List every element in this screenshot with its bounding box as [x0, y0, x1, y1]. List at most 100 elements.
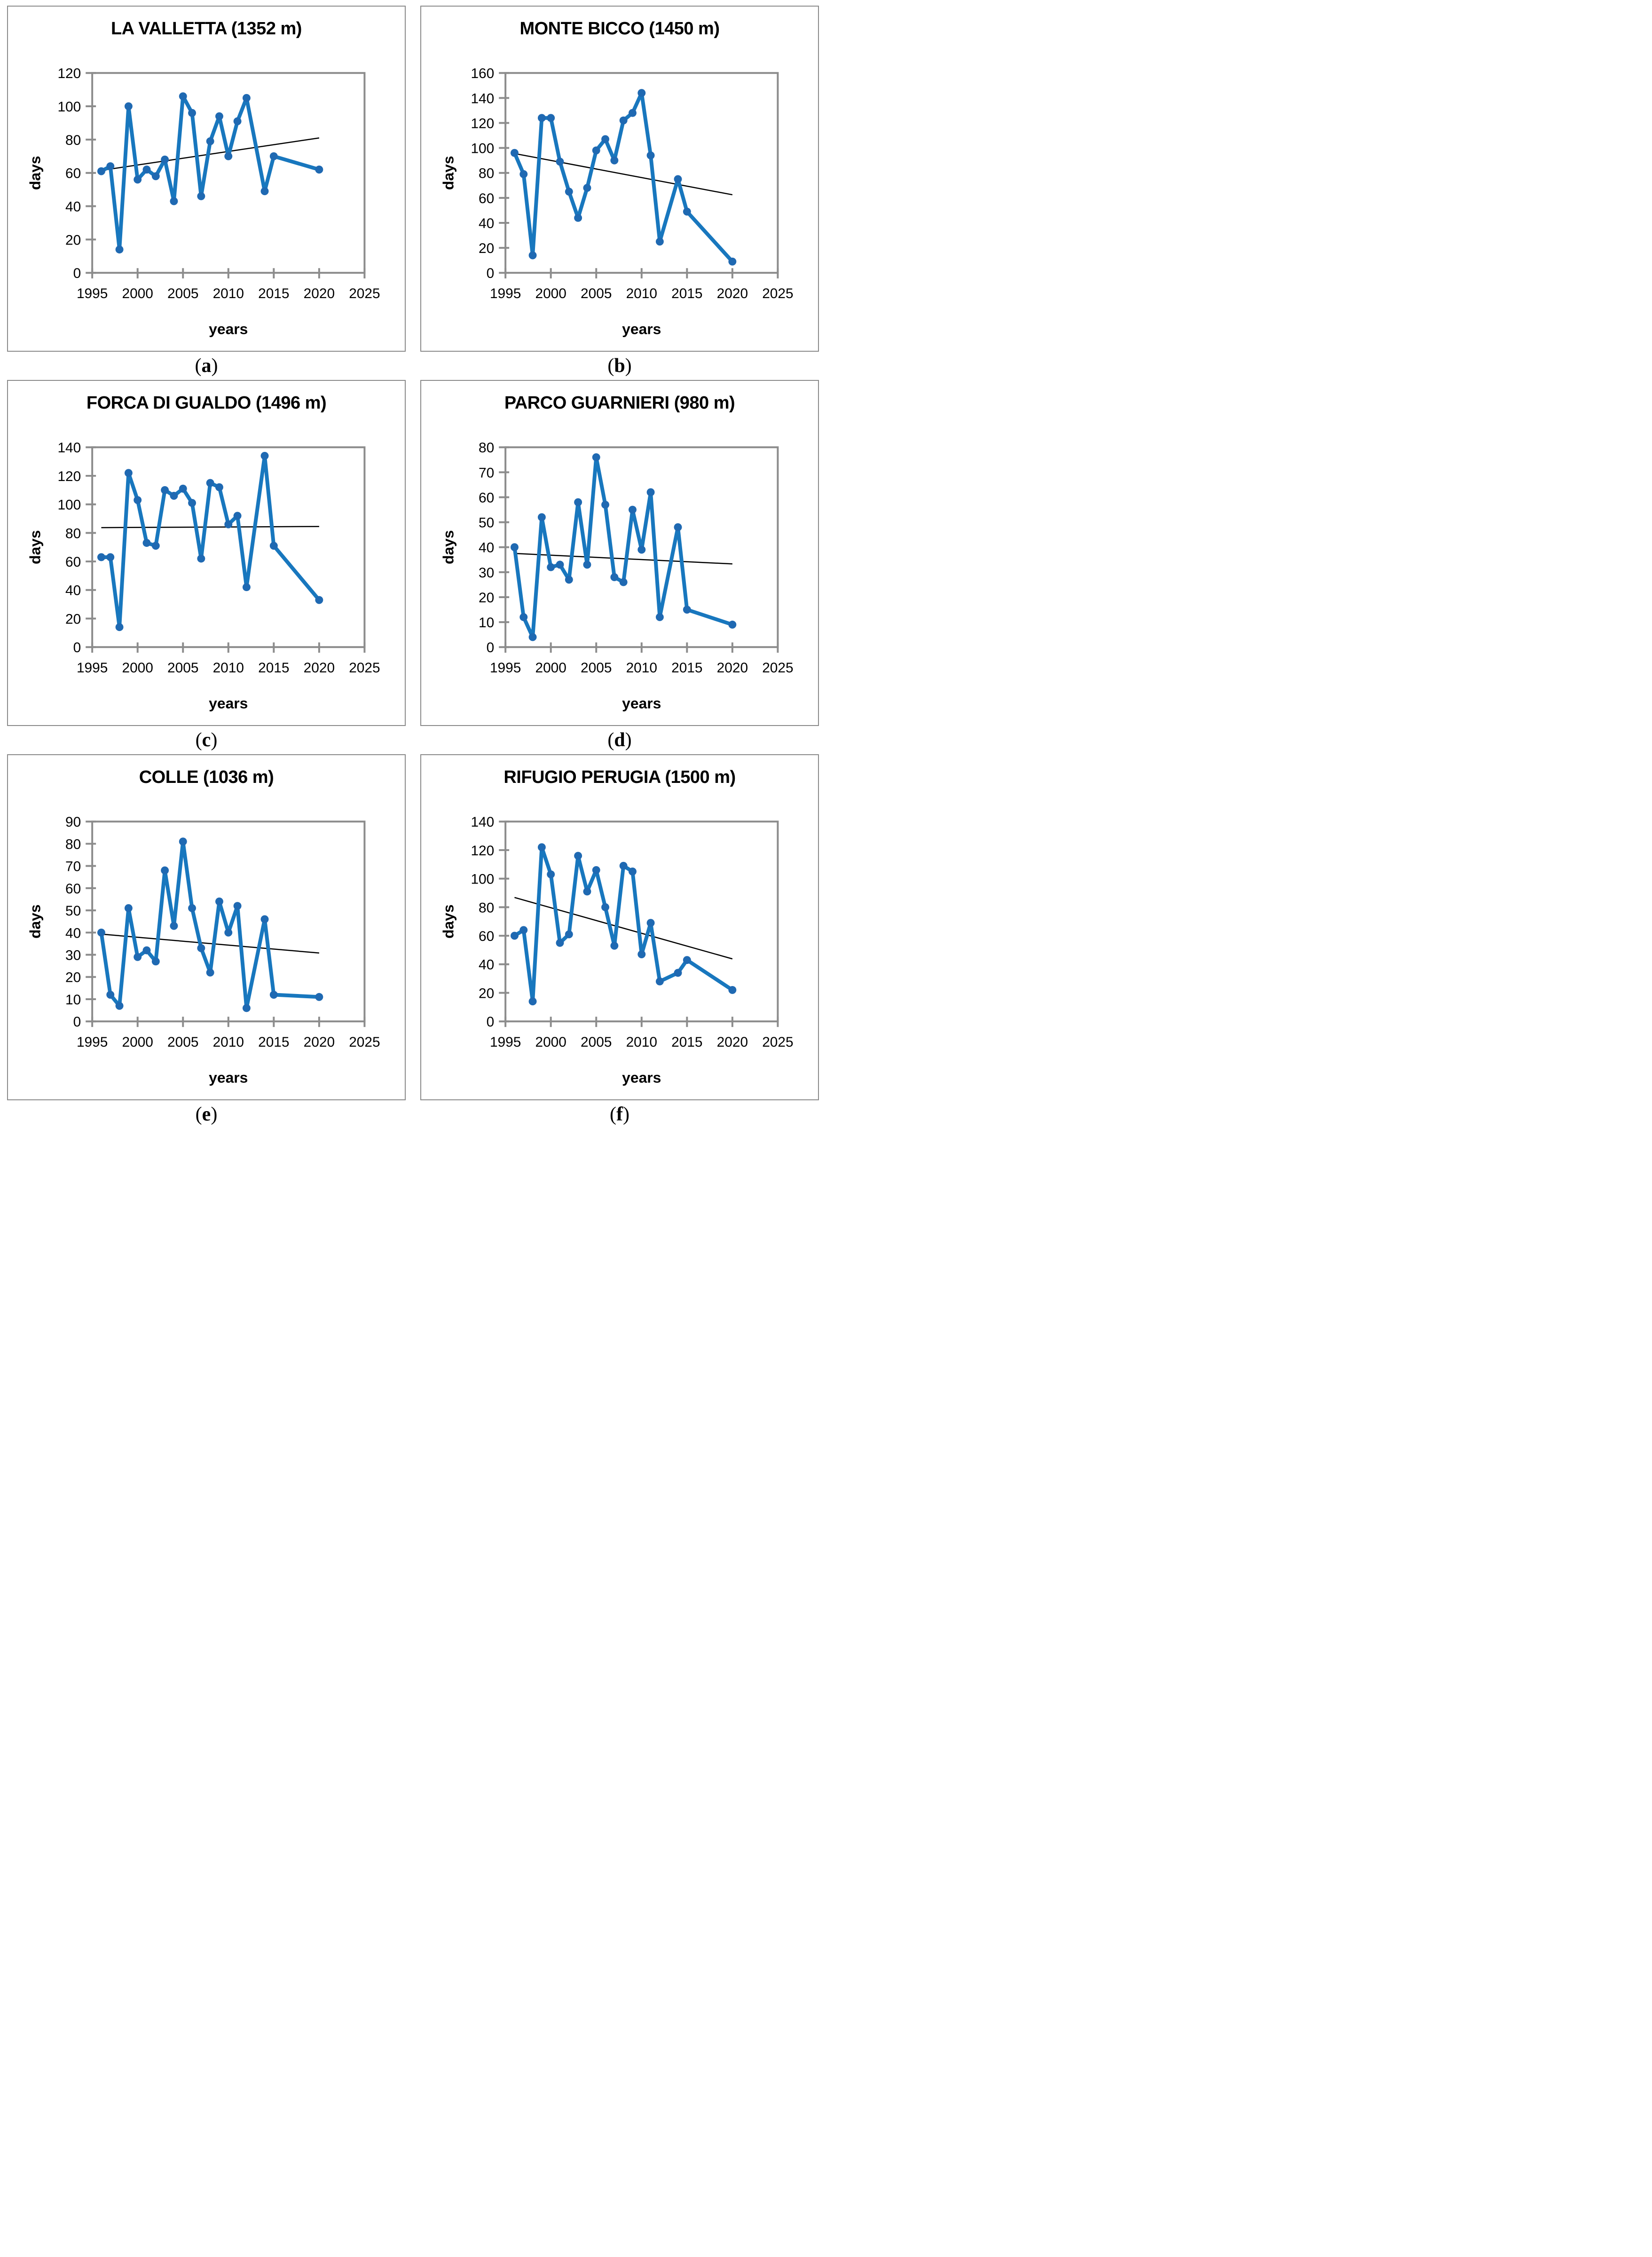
y-tick-label: 100 [471, 872, 494, 887]
data-point [179, 484, 187, 493]
data-point [260, 451, 269, 460]
y-tick-label: 0 [73, 640, 81, 655]
chart-panel-b: MONTE BICCO (1450 m) 1995 2000 2005 2010 201… [420, 6, 819, 352]
y-tick-label: 70 [479, 465, 494, 481]
chart-plot-f: 1995 2000 2005 2010 2015 2020 2025 0 20 40 60 80 100… [440, 814, 794, 1086]
y-tick-label: 50 [65, 903, 81, 919]
chart-title-f: RIFUGIO PERUGIA (1500 m) [503, 767, 736, 787]
data-point [537, 843, 546, 852]
series-line [99, 94, 321, 252]
plot-border [504, 821, 779, 1023]
panel-caption-e: (e) [7, 1100, 406, 1128]
x-tick-label: 2020 [717, 1034, 748, 1050]
data-point [556, 560, 564, 569]
data-point [269, 991, 278, 999]
x-tick-label: 1995 [77, 1034, 108, 1050]
y-tick-label: 50 [479, 515, 494, 531]
caption-paren-open: ( [607, 355, 614, 377]
x-tick-label: 2015 [671, 660, 702, 676]
caption-paren-open: ( [607, 729, 614, 751]
y-tick-label: 90 [65, 814, 81, 830]
panel-caption-b: (b) [420, 352, 819, 380]
data-point [683, 956, 691, 964]
data-point [655, 977, 664, 986]
data-point [233, 512, 242, 520]
y-axis-title: days [27, 904, 44, 939]
x-tick-label: 2000 [122, 286, 153, 301]
data-point [269, 152, 278, 160]
data-point [197, 192, 205, 200]
x-tick-label: 2025 [762, 1034, 793, 1050]
data-point [583, 887, 591, 896]
data-point [115, 1002, 124, 1010]
chart-plot-b: 1995 2000 2005 2010 2015 2020 2025 0 20 40 60 80 100… [440, 66, 794, 337]
data-point [728, 986, 737, 994]
y-tick-label: 40 [65, 199, 81, 214]
data-point [519, 613, 528, 621]
y-tick-label: 10 [479, 615, 494, 631]
y-tick-label: 60 [65, 554, 81, 570]
data-point [510, 931, 519, 940]
chart-plot-e: 1995 2000 2005 2010 2015 2020 2025 0 10 20 30 40 50 6… [27, 814, 380, 1086]
data-point [728, 257, 737, 266]
x-axis-title: years [209, 695, 248, 712]
figure-page: { "style": { "series_line_color": "#1877… [0, 0, 826, 1128]
y-tick-label: 100 [471, 141, 494, 157]
chart-plot-c: 1995 2000 2005 2010 2015 2020 2025 0 20 40 60 80 100… [27, 440, 380, 712]
y-tick-label: 140 [471, 91, 494, 106]
y-tick-label: 140 [471, 814, 494, 830]
y-tick-label: 0 [487, 266, 495, 281]
data-point [510, 543, 519, 552]
data-point [683, 606, 691, 614]
x-tick-label: 2020 [717, 286, 748, 301]
caption-letter: f [616, 1104, 623, 1125]
data-point [655, 237, 664, 246]
x-tick-label: 2025 [349, 286, 380, 301]
caption-paren-close: ) [625, 729, 632, 751]
panel-caption-c: (c) [7, 726, 406, 754]
chart-cell-e: COLLE (1036 m) 1995 2000 2005 2010 2015 2020 2… [7, 754, 406, 1128]
y-tick-label: 80 [479, 900, 494, 915]
caption-paren-close: ) [211, 1104, 218, 1125]
x-tick-label: 2015 [258, 286, 289, 301]
data-point [510, 149, 519, 157]
y-tick-label: 0 [73, 1014, 81, 1030]
data-point [124, 102, 133, 110]
caption-paren-close: ) [211, 355, 218, 377]
x-tick-label: 1995 [490, 1034, 521, 1050]
data-point [315, 596, 323, 604]
y-tick-label: 60 [479, 191, 494, 206]
plot-border [91, 821, 366, 1023]
data-point [161, 486, 169, 494]
y-axis-title: days [440, 530, 457, 564]
x-tick-label: 2010 [213, 1034, 244, 1050]
x-axis-title: years [209, 1069, 248, 1086]
data-point [583, 184, 591, 192]
data-point [115, 623, 124, 631]
data-point [242, 94, 251, 102]
x-tick-label: 2005 [581, 660, 612, 676]
data-point [601, 135, 610, 143]
x-tick-label: 1995 [77, 286, 108, 301]
data-point [188, 499, 197, 507]
caption-paren-open: ( [610, 1104, 616, 1125]
y-tick-label: 0 [73, 266, 81, 281]
chart-cell-b: MONTE BICCO (1450 m) 1995 2000 2005 2010 201… [420, 6, 819, 380]
y-tick-label: 70 [65, 859, 81, 875]
x-tick-label: 2015 [258, 1034, 289, 1050]
data-point [637, 950, 646, 958]
data-point [619, 116, 628, 125]
data-point [161, 155, 169, 164]
chart-panel-e: COLLE (1036 m) 1995 2000 2005 2010 2015 2020 2… [7, 754, 406, 1100]
data-point [646, 151, 655, 159]
y-tick-label: 60 [65, 881, 81, 897]
trend-line [514, 153, 733, 196]
series-line [99, 454, 321, 629]
y-axis-title: days [27, 156, 44, 190]
data-point [224, 152, 233, 160]
data-point [547, 563, 555, 571]
y-tick-label: 80 [65, 526, 81, 541]
data-point [142, 539, 151, 547]
data-point [260, 187, 269, 196]
y-tick-label: 60 [479, 929, 494, 944]
